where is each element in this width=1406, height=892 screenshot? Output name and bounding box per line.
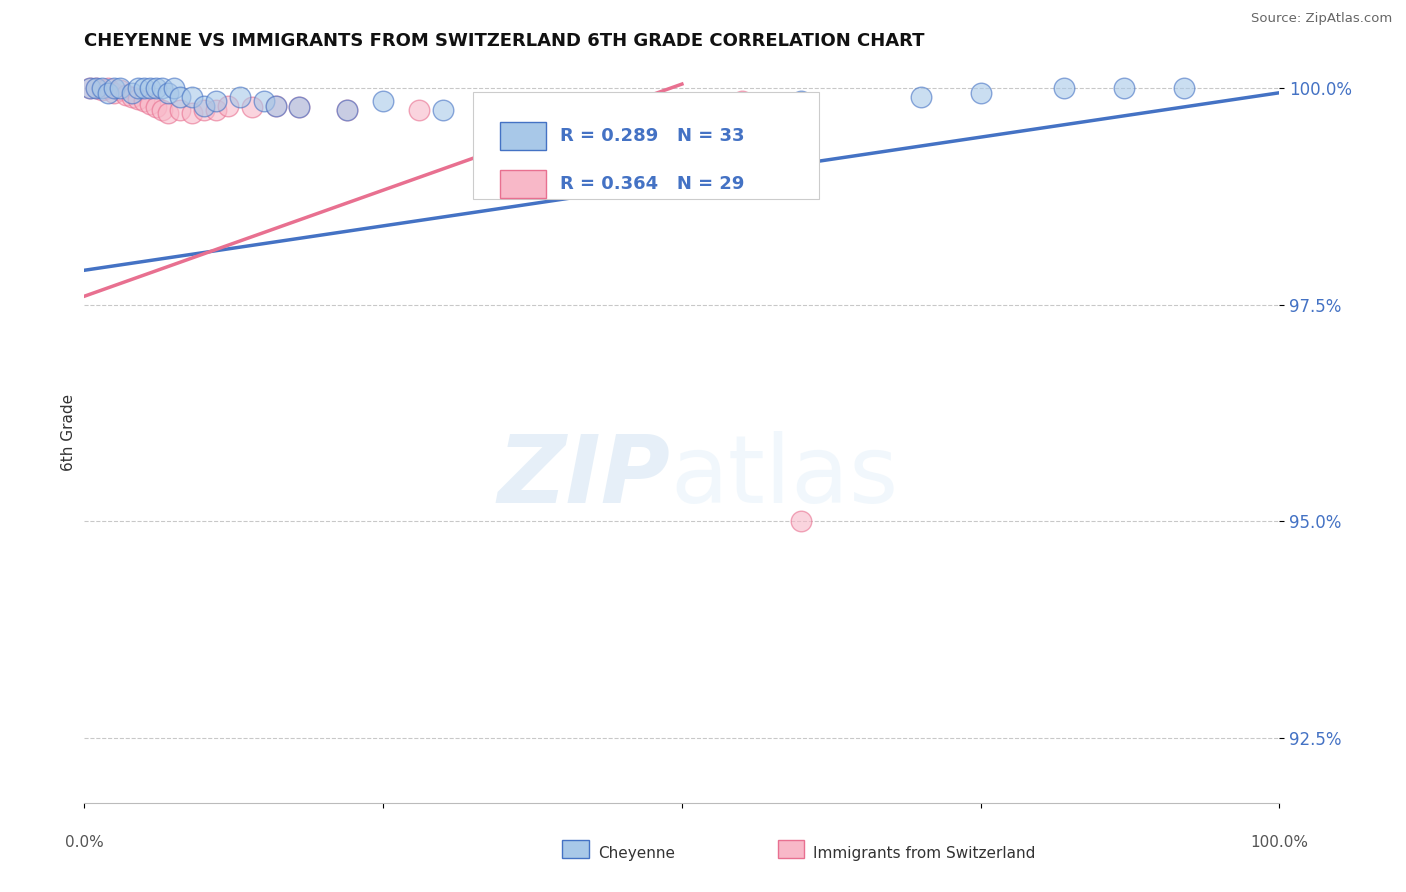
Bar — [778, 840, 804, 858]
Point — [910, 90, 932, 104]
Y-axis label: 6th Grade: 6th Grade — [60, 394, 76, 471]
Point — [1114, 81, 1136, 95]
Point — [731, 95, 754, 109]
Text: R = 0.289   N = 33: R = 0.289 N = 33 — [560, 127, 745, 145]
Point — [193, 103, 215, 117]
Point — [264, 99, 287, 113]
Point — [157, 105, 180, 120]
Point — [139, 81, 162, 95]
Point — [127, 81, 149, 95]
Point — [288, 100, 311, 114]
Point — [336, 103, 359, 117]
Point — [1173, 81, 1195, 95]
Point — [217, 99, 239, 113]
Point — [336, 103, 359, 117]
Point — [1053, 81, 1076, 95]
Point — [97, 81, 120, 95]
Point — [115, 88, 138, 103]
Text: Source: ZipAtlas.com: Source: ZipAtlas.com — [1251, 12, 1392, 25]
Point — [671, 103, 693, 117]
Point — [127, 92, 149, 106]
Point — [79, 81, 101, 95]
Point — [163, 81, 186, 95]
Point — [79, 81, 101, 95]
Text: 0.0%: 0.0% — [65, 835, 104, 850]
Point — [86, 81, 108, 95]
Text: 100.0%: 100.0% — [1250, 835, 1309, 850]
Point — [229, 90, 252, 104]
Point — [253, 95, 276, 109]
Point — [551, 103, 574, 117]
Point — [97, 86, 120, 100]
Text: Immigrants from Switzerland: Immigrants from Switzerland — [814, 846, 1036, 861]
Bar — [501, 169, 546, 198]
Text: R = 0.364   N = 29: R = 0.364 N = 29 — [560, 175, 744, 193]
Point — [110, 83, 132, 97]
Text: atlas: atlas — [671, 431, 898, 523]
Point — [150, 81, 173, 95]
Point — [91, 83, 114, 97]
Point — [492, 105, 515, 120]
Point — [373, 95, 395, 109]
Point — [181, 90, 204, 104]
Point — [240, 100, 263, 114]
Point — [110, 81, 132, 95]
Point — [264, 99, 287, 113]
Point — [205, 103, 228, 117]
Point — [150, 103, 173, 117]
Point — [121, 90, 143, 104]
Point — [193, 99, 215, 113]
Point — [121, 86, 143, 100]
Point — [970, 86, 993, 100]
Point — [169, 90, 191, 104]
Point — [408, 103, 430, 117]
Bar — [501, 121, 546, 150]
Point — [132, 81, 156, 95]
Point — [139, 97, 162, 112]
Point — [157, 86, 180, 100]
Point — [91, 81, 114, 95]
Text: ZIP: ZIP — [498, 431, 671, 523]
Point — [103, 86, 125, 100]
Point — [288, 100, 311, 114]
Point — [432, 103, 454, 117]
Point — [132, 95, 156, 109]
Point — [181, 105, 204, 120]
Point — [169, 103, 191, 117]
Point — [671, 109, 693, 123]
Point — [145, 100, 167, 114]
Point — [731, 99, 754, 113]
Text: Cheyenne: Cheyenne — [599, 846, 675, 861]
Point — [86, 81, 108, 95]
Point — [205, 95, 228, 109]
FancyBboxPatch shape — [472, 92, 820, 200]
Bar — [562, 840, 589, 858]
Point — [145, 81, 167, 95]
Text: CHEYENNE VS IMMIGRANTS FROM SWITZERLAND 6TH GRADE CORRELATION CHART: CHEYENNE VS IMMIGRANTS FROM SWITZERLAND … — [84, 32, 925, 50]
Point — [103, 81, 125, 95]
Point — [790, 95, 813, 109]
Point — [790, 515, 813, 529]
